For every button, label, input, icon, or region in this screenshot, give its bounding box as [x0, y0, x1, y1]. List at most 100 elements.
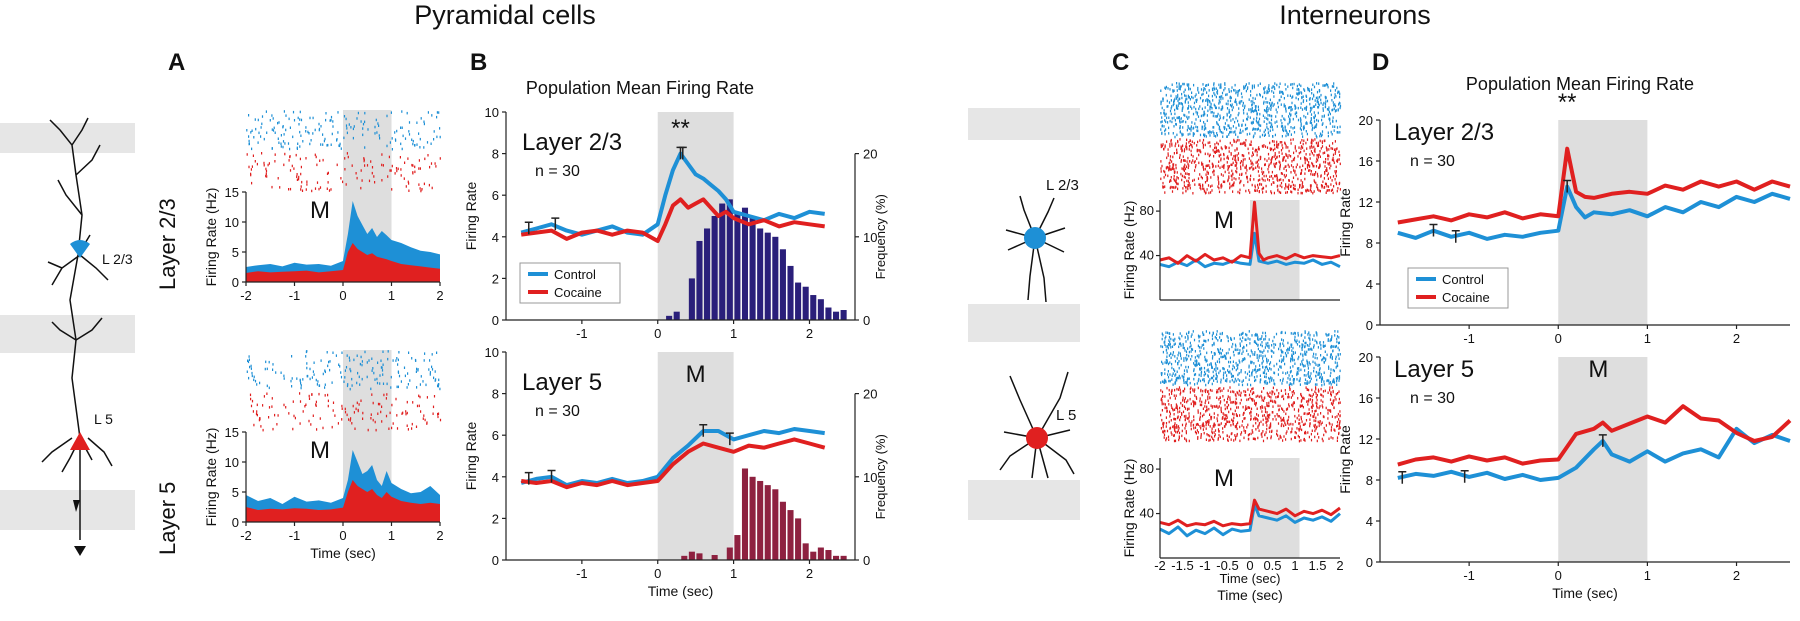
- spike-tick: [1188, 83, 1190, 86]
- spike-tick: [1286, 407, 1289, 410]
- spike-tick: [1197, 423, 1199, 426]
- spike-tick: [1266, 126, 1268, 129]
- spike-tick: [1334, 178, 1336, 181]
- spike-tick: [1313, 164, 1315, 168]
- spike-tick: [1324, 95, 1326, 99]
- spike-tick: [1300, 122, 1302, 125]
- spike-tick: [1244, 390, 1247, 393]
- spike-tick: [1271, 125, 1273, 129]
- stimulus-marker-label: M: [1214, 207, 1234, 234]
- spike-tick: [322, 372, 324, 376]
- spike-tick: [1304, 172, 1306, 175]
- spike-tick: [1267, 350, 1269, 353]
- spike-tick: [1315, 103, 1317, 106]
- spike-tick: [1300, 169, 1303, 172]
- spike-tick: [251, 399, 254, 403]
- spike-tick: [1283, 410, 1285, 413]
- spike-tick: [1278, 143, 1280, 146]
- spike-tick: [1172, 425, 1174, 429]
- spike-tick: [1322, 109, 1324, 112]
- spike-tick: [278, 121, 280, 124]
- spike-tick: [1309, 363, 1311, 366]
- spike-tick: [1166, 105, 1168, 108]
- spike-tick: [1195, 164, 1197, 167]
- spike-tick: [1178, 360, 1180, 363]
- spike-tick: [1193, 141, 1195, 145]
- spike-tick: [1218, 118, 1220, 121]
- spike-tick: [1226, 416, 1228, 419]
- series-line-control: [1159, 231, 1341, 269]
- spike-tick: [1169, 155, 1172, 158]
- spike-tick: [1287, 156, 1289, 159]
- spike-tick: [246, 129, 248, 132]
- x-tick-label: 2: [806, 326, 813, 341]
- spike-tick: [1195, 93, 1197, 96]
- spike-tick: [1285, 107, 1287, 110]
- spike-tick: [1322, 84, 1324, 87]
- spike-tick: [1273, 371, 1275, 374]
- spike-tick: [1235, 170, 1237, 173]
- spike-tick: [1234, 120, 1236, 124]
- spike-tick: [1230, 401, 1232, 404]
- spike-tick: [1296, 370, 1298, 374]
- spike-tick: [1186, 357, 1188, 361]
- spike-tick: [1330, 426, 1333, 429]
- spike-tick: [1251, 397, 1253, 401]
- spike-tick: [1234, 156, 1236, 159]
- spike-tick: [1219, 387, 1221, 390]
- spike-tick: [1274, 415, 1276, 418]
- spike-tick: [1306, 344, 1308, 347]
- spike-tick: [1198, 153, 1200, 157]
- spike-tick: [1169, 396, 1171, 400]
- spike-tick: [1314, 425, 1316, 429]
- spike-tick: [1257, 436, 1259, 440]
- spike-tick: [1325, 84, 1327, 87]
- spike-tick: [1167, 105, 1169, 108]
- spike-tick: [318, 187, 320, 191]
- spike-tick: [1169, 379, 1171, 383]
- spike-tick: [1176, 82, 1178, 85]
- spike-tick: [1285, 354, 1288, 357]
- spike-tick: [1230, 432, 1232, 436]
- spike-tick: [1325, 406, 1327, 410]
- spike-tick: [1251, 392, 1253, 396]
- spike-tick: [1228, 150, 1230, 153]
- spike-tick: [1292, 117, 1294, 121]
- spike-tick: [1164, 337, 1166, 340]
- spike-tick: [1312, 139, 1314, 142]
- histogram-bar: [681, 555, 688, 560]
- spike-tick: [1237, 406, 1239, 409]
- spike-tick: [1173, 116, 1175, 120]
- spike-tick: [1242, 119, 1244, 122]
- spike-tick: [1252, 387, 1254, 390]
- spike-tick: [379, 402, 381, 406]
- spike-tick: [299, 118, 301, 121]
- spike-tick: [1163, 112, 1166, 115]
- spike-tick: [1239, 102, 1241, 105]
- spike-tick: [289, 126, 291, 129]
- spike-tick: [271, 185, 273, 189]
- spike-tick: [437, 384, 439, 388]
- spike-tick: [1176, 97, 1178, 100]
- spike-tick: [1189, 98, 1191, 101]
- spike-tick: [1202, 343, 1205, 346]
- spike-tick: [1229, 186, 1231, 190]
- spike-tick: [1312, 355, 1314, 358]
- y-tick-label: 10: [225, 215, 239, 230]
- spike-tick: [1162, 423, 1164, 427]
- spike-tick: [1241, 100, 1243, 103]
- spike-tick: [1300, 102, 1302, 105]
- spike-tick: [1235, 133, 1237, 136]
- spike-tick: [1266, 417, 1268, 421]
- spike-tick: [1222, 395, 1224, 398]
- spike-tick: [1182, 120, 1184, 123]
- spike-tick: [1271, 123, 1273, 126]
- spike-tick: [1325, 182, 1327, 186]
- spike-tick: [1182, 342, 1184, 346]
- spike-tick: [1251, 373, 1253, 377]
- histogram-bar: [749, 216, 756, 320]
- spike-tick: [1312, 164, 1314, 168]
- spike-tick: [1329, 122, 1331, 125]
- spike-tick: [1225, 102, 1227, 106]
